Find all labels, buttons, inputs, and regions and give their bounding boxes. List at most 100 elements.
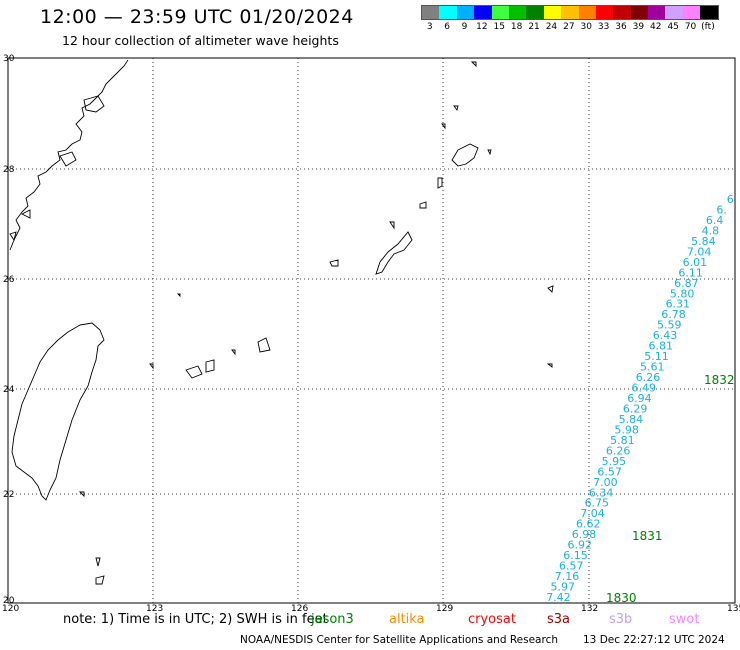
ryukyu-amami	[451, 143, 479, 167]
track-label: 4.8	[702, 224, 720, 237]
graticule	[8, 58, 735, 603]
lon-label: 120	[2, 604, 19, 614]
ryukyu-small-islands	[329, 61, 492, 267]
track-label: 6.49	[631, 382, 656, 395]
lon-label: 126	[291, 604, 308, 614]
legend-swatch	[700, 6, 718, 19]
pass-label: 1830	[606, 591, 637, 605]
track-label: 5.84	[619, 413, 644, 426]
track-label: 6	[727, 193, 734, 206]
page-title: 12:00 — 23:59 UTC 01/20/2024	[40, 6, 354, 28]
lon-label: 129	[436, 604, 453, 614]
track-label: 6.26	[606, 444, 631, 457]
legend-label: 15	[493, 22, 505, 32]
track-label: 7.16	[555, 570, 580, 583]
lat-label: 22	[3, 490, 14, 500]
china-coast	[9, 59, 129, 251]
legend-label: 39	[632, 22, 645, 32]
credit-line: NOAA/NESDIS Center for Satellite Applica…	[240, 634, 558, 646]
ryukyu-okinawa	[375, 231, 413, 275]
footer-note-row: note: 1) Time is in UTC; 2) SWH is in fe…	[0, 612, 740, 630]
legend-label: 24	[545, 22, 558, 32]
legend-swatch	[456, 6, 475, 19]
legend-swatch	[630, 6, 649, 19]
legend-swatch	[474, 6, 492, 19]
track-label: 6.34	[589, 486, 614, 499]
satellite-cryosat: cryosat	[468, 612, 516, 627]
legend-swatch	[665, 6, 683, 19]
taiwan-island	[11, 322, 105, 501]
legend-label: 36	[615, 22, 627, 32]
track-label: 7.42	[546, 591, 571, 604]
track-label: 7.00	[593, 476, 618, 489]
legend-swatch	[422, 6, 440, 19]
track-label: 6.43	[653, 329, 678, 342]
pass-labels: 1832 1831 1830	[606, 373, 735, 605]
longitude-labels: 120 123 126 129 132 135	[2, 604, 740, 614]
legend-swatch	[439, 6, 457, 19]
generation-timestamp: 13 Dec 22:27:12 UTC 2024	[583, 634, 725, 646]
track-label: 6.94	[627, 392, 652, 405]
lat-label: 30	[3, 54, 15, 64]
track-label: 6.87	[674, 277, 699, 290]
lon-label: 132	[581, 604, 598, 614]
legend-swatch	[682, 6, 701, 19]
track-label: 5.11	[644, 350, 669, 363]
legend-label: 27	[563, 22, 575, 32]
pass-label: 1831	[632, 529, 663, 543]
legend-swatch	[508, 6, 527, 19]
track-label: 6.29	[623, 402, 648, 415]
track-label: 6.92	[568, 539, 593, 552]
legend-label: 30	[580, 22, 592, 32]
legend-label: 45	[667, 22, 679, 32]
track-label: 6.	[716, 203, 727, 216]
track-label: 5.81	[610, 434, 635, 447]
altimeter-track: 66.6.44.85.847.046.016.116.875.806.316.7…	[546, 193, 734, 604]
track-label: 5.95	[602, 455, 627, 468]
track-label: 5.59	[657, 319, 682, 332]
lat-label: 26	[3, 275, 15, 285]
map-frame	[7, 57, 736, 604]
track-label: 5.98	[614, 423, 639, 436]
track-label: 6.57	[597, 465, 622, 478]
lon-label: 123	[146, 604, 163, 614]
legend-label: 33	[597, 22, 610, 32]
satellite-swot: swot	[669, 612, 700, 627]
legend-swatch	[543, 6, 562, 19]
legend-swatch	[526, 6, 544, 19]
latitude-labels: 30 28 26 24 22 20	[3, 54, 15, 606]
track-label: 6.57	[559, 560, 584, 573]
satellite-jason3: jason3	[311, 612, 354, 627]
track-label: 7.04	[687, 245, 712, 258]
footer-note: note: 1) Time is in UTC; 2) SWH is in fe…	[63, 612, 328, 627]
lat-label: 20	[3, 596, 15, 606]
track-label: 7.04	[580, 507, 605, 520]
legend-swatch	[613, 6, 631, 19]
legend-label: 18	[510, 22, 523, 32]
legend-label: (ft)	[701, 22, 715, 32]
legend-label: 21	[528, 22, 540, 32]
track-label: 6.62	[576, 518, 601, 531]
track-label: 6.31	[666, 298, 691, 311]
lat-label: 28	[3, 165, 15, 175]
sakishima-islands	[149, 337, 271, 379]
legend-swatch	[578, 6, 596, 19]
track-label: 5.80	[670, 287, 695, 300]
track-label: 6.15	[563, 549, 588, 562]
track-label: 6.26	[636, 371, 661, 384]
track-label: 6.81	[649, 340, 674, 353]
pass-label: 1832	[704, 373, 735, 387]
legend-swatch	[648, 6, 666, 19]
coastal-islands	[9, 95, 105, 242]
legend-swatches	[421, 5, 719, 20]
track-label: 6.01	[683, 256, 708, 269]
color-legend: 3 6 9 12 15 18 21 24 27 30 33 36 39 42 45 70 (ft)	[421, 5, 719, 32]
page-subtitle: 12 hour collection of altimeter wave hei…	[62, 33, 339, 48]
track-label: 5.97	[550, 581, 575, 594]
legend-labels: 3 6 9 12 15 18 21 24 27 30 33 36 39 42 45 70 (ft)	[421, 22, 719, 32]
satellite-s3a: s3a	[547, 612, 571, 627]
legend-label: 6	[444, 22, 450, 32]
legend-label: 12	[476, 22, 488, 32]
lat-label: 24	[3, 385, 15, 395]
legend-label: 9	[461, 22, 468, 32]
